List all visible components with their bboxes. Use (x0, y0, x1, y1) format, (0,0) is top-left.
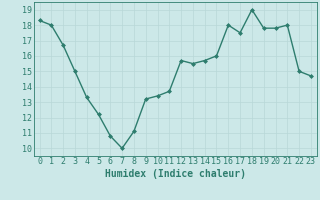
X-axis label: Humidex (Indice chaleur): Humidex (Indice chaleur) (105, 169, 246, 179)
